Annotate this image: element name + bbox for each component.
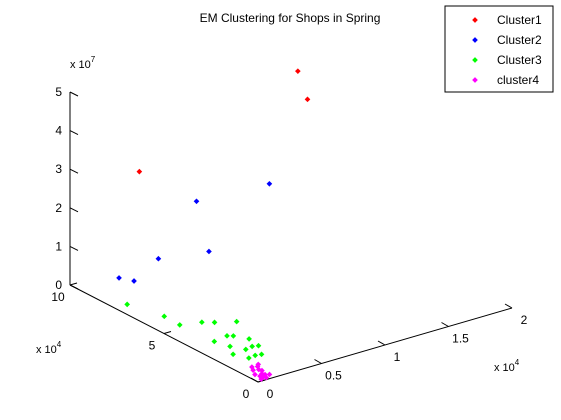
data-point: [161, 313, 168, 320]
data-point: [252, 352, 259, 359]
z-tick-label: 3: [55, 162, 62, 176]
data-point: [266, 371, 273, 378]
data-point: [246, 355, 252, 361]
y-tick-label: 10: [51, 290, 65, 304]
data-point: [242, 346, 249, 353]
data-point: [211, 319, 218, 326]
data-point: [230, 351, 236, 358]
y-multiplier: x 104: [36, 340, 62, 356]
x-tick-mark: [441, 322, 449, 327]
x-tick-label: 1.5: [452, 332, 469, 346]
data-point: [258, 351, 265, 358]
y-tick-mark: [163, 331, 172, 334]
x-multiplier: x 104: [494, 358, 520, 374]
z-tick-mark: [69, 245, 79, 251]
data-point: [227, 343, 233, 350]
z-tick-mark: [69, 130, 79, 136]
x-tick-mark: [314, 359, 322, 364]
y-tick-mark: [69, 282, 78, 286]
y-tick-label: 5: [149, 339, 156, 353]
z-tick-label: 1: [55, 239, 62, 253]
data-point: [176, 322, 183, 328]
data-point: [193, 198, 200, 205]
x-tick-mark: [504, 303, 513, 309]
data-point: [206, 248, 212, 255]
data-point: [249, 343, 255, 350]
z-tick-label: 4: [55, 124, 62, 138]
chart-title: EM Clustering for Shops in Spring: [200, 11, 381, 25]
x-tick-label: 0: [267, 387, 274, 401]
z-tick-mark: [69, 168, 79, 174]
data-point: [295, 68, 301, 74]
legend-label: cluster4: [497, 73, 539, 87]
data-point: [224, 333, 230, 339]
data-point: [124, 301, 130, 308]
z-multiplier: x 107: [70, 55, 96, 71]
data-point: [230, 333, 237, 339]
data-point: [131, 278, 137, 284]
data-point: [255, 361, 262, 368]
data-point: [246, 336, 252, 342]
x-tick-mark: [250, 377, 259, 383]
x-tick-label: 1: [394, 350, 401, 364]
z-tick-label: 0: [55, 278, 62, 292]
x-tick-label: 2: [521, 313, 528, 327]
z-tick-label: 2: [55, 201, 62, 215]
data-point: [255, 342, 262, 349]
data-point: [136, 168, 143, 175]
z-tick-mark: [69, 284, 79, 290]
data-point: [252, 371, 258, 378]
data-point: [266, 180, 273, 187]
legend-marker: [472, 17, 478, 23]
data-points: [116, 68, 311, 382]
z-tick-label: 5: [55, 85, 62, 99]
data-point: [155, 255, 162, 262]
data-point: [304, 96, 311, 103]
z-tick-mark: [69, 91, 79, 97]
legend-label: Cluster2: [497, 33, 542, 47]
x-tick-label: 0.5: [325, 369, 342, 383]
x-tick-mark: [377, 340, 386, 346]
y-tick-label: 0: [243, 387, 250, 401]
data-point: [233, 318, 240, 325]
z-tick-mark: [69, 207, 79, 213]
legend-label: Cluster1: [497, 13, 542, 27]
legend: Cluster1 Cluster2 Cluster3 cluster4: [444, 5, 554, 93]
data-point: [249, 364, 255, 370]
data-point: [199, 319, 205, 326]
data-point: [258, 376, 265, 382]
data-point: [263, 374, 270, 381]
legend-frame: [444, 5, 554, 93]
data-point: [211, 338, 218, 345]
data-point: [116, 275, 122, 281]
legend-label: Cluster3: [497, 53, 542, 67]
legend-marker: [472, 77, 478, 83]
